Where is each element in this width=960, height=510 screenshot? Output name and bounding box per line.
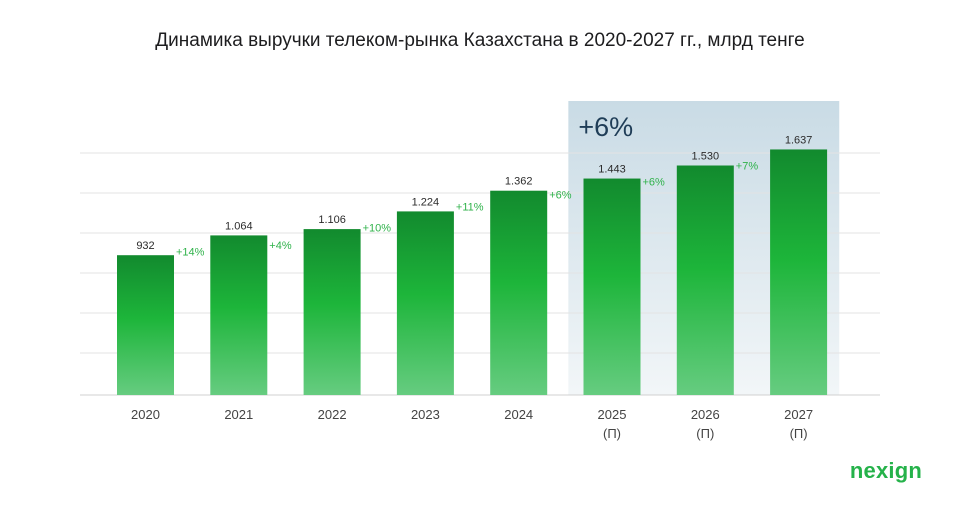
- category-label-2021: 2021: [224, 407, 253, 422]
- growth-label-2026: +6%: [643, 177, 666, 189]
- value-label-2024: 1.362: [505, 176, 533, 188]
- nexign-logo: nexign: [849, 458, 922, 483]
- value-label-2021: 1.064: [225, 220, 253, 232]
- bar-2020: [117, 255, 174, 395]
- growth-label-2023: +10%: [363, 222, 392, 234]
- bar-2022: [303, 229, 361, 395]
- value-label-2023: 1.224: [412, 196, 440, 208]
- category-label-2027: 2027: [784, 407, 813, 422]
- category-label-2025: 2025: [598, 407, 627, 422]
- bar-2025: [583, 178, 641, 395]
- category-sublabel-2027: (П): [790, 426, 808, 441]
- growth-label-2027: +7%: [736, 160, 759, 172]
- value-label-2026: 1.530: [692, 151, 720, 163]
- bar-2021: [210, 235, 268, 395]
- category-label-2024: 2024: [504, 407, 533, 422]
- category-sublabel-2026: (П): [696, 426, 714, 441]
- bar-2024: [490, 190, 548, 395]
- category-label-2020: 2020: [131, 407, 160, 422]
- growth-label-2022: +4%: [269, 240, 292, 252]
- forecast-growth-label: +6%: [578, 112, 633, 142]
- chart-title: Динамика выручки телеком-рынка Казахстан…: [155, 30, 805, 51]
- category-sublabel-2025: (П): [603, 426, 621, 441]
- value-label-2020: 932: [136, 240, 154, 252]
- growth-label-2025: +6%: [549, 190, 572, 202]
- category-label-2022: 2022: [318, 407, 347, 422]
- value-label-2022: 1.106: [318, 214, 346, 226]
- category-label-2026: 2026: [691, 407, 720, 422]
- value-label-2027: 1.637: [785, 134, 813, 146]
- bar-2023: [396, 211, 454, 395]
- growth-label-2024: +11%: [456, 202, 484, 214]
- category-label-2023: 2023: [411, 407, 440, 422]
- bar-2027: [770, 149, 828, 395]
- growth-label-2021: +14%: [176, 246, 205, 258]
- value-label-2025: 1.443: [598, 164, 626, 176]
- bar-2026: [676, 165, 734, 395]
